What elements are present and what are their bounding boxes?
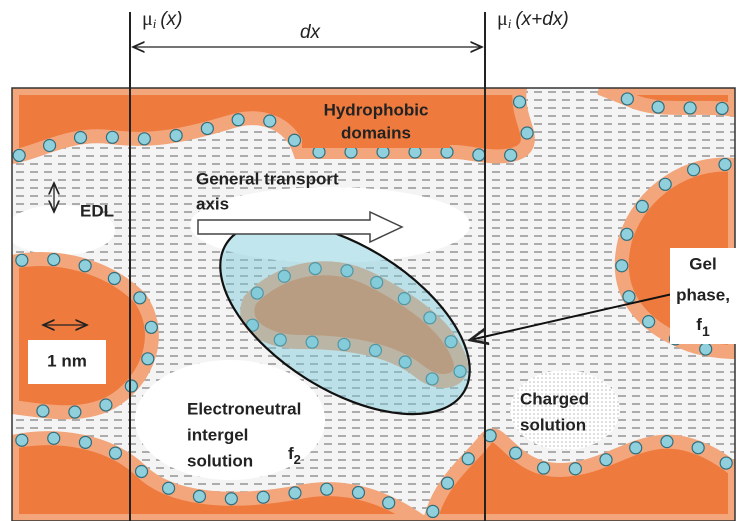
charge-bead xyxy=(621,93,633,105)
charge-bead xyxy=(48,254,60,266)
subscript: i xyxy=(508,16,512,31)
diagram: μi(x) μi(x+dx) dx Hydrophobic domains Ge… xyxy=(0,0,747,521)
gel-label: phase, xyxy=(676,285,730,304)
charge-bead xyxy=(257,491,269,503)
charge-bead xyxy=(108,272,120,284)
charge-bead xyxy=(100,399,112,411)
charge-bead xyxy=(659,178,671,190)
charge-bead xyxy=(264,115,276,127)
page: μi(x) μi(x+dx) dx Hydrophobic domains Ge… xyxy=(0,0,747,521)
charge-bead xyxy=(16,254,28,266)
charge-bead xyxy=(643,316,655,328)
charge-bead xyxy=(719,158,731,170)
charge-bead xyxy=(142,353,154,365)
subscript: i xyxy=(153,16,157,31)
charge-bead xyxy=(569,463,581,475)
argument: (x) xyxy=(160,9,182,30)
charge-bead xyxy=(44,140,56,152)
charged-label: solution xyxy=(520,415,586,434)
charge-bead xyxy=(720,457,732,469)
transport-label: axis xyxy=(196,194,229,213)
charge-bead xyxy=(716,102,728,114)
charge-bead xyxy=(321,483,333,495)
charge-bead xyxy=(623,291,635,303)
charge-bead xyxy=(163,482,175,494)
charge-bead xyxy=(473,149,485,161)
charged-label: Charged xyxy=(520,389,589,408)
charge-bead xyxy=(136,465,148,477)
charge-bead xyxy=(13,149,25,161)
symbol: μ xyxy=(142,8,153,30)
charge-bead xyxy=(462,453,474,465)
charged-region xyxy=(510,370,620,450)
charge-bead xyxy=(193,490,205,502)
symbol: μ xyxy=(497,8,508,30)
charge-bead xyxy=(652,101,664,113)
potential-label: μi(x+dx) xyxy=(497,8,569,31)
charge-bead xyxy=(510,447,522,459)
charge-bead xyxy=(521,127,533,139)
transport-label: General transport xyxy=(196,169,339,188)
charge-bead xyxy=(616,260,628,272)
charge-bead xyxy=(134,292,146,304)
charge-bead xyxy=(600,454,612,466)
charge-bead xyxy=(125,380,137,392)
charge-bead xyxy=(145,321,157,333)
charge-bead xyxy=(661,436,673,448)
potential-label: μi(x) xyxy=(142,8,183,31)
charge-bead xyxy=(106,131,118,143)
charge-bead xyxy=(289,487,301,499)
charge-bead xyxy=(383,497,395,509)
subscript: 2 xyxy=(294,452,301,467)
charge-bead xyxy=(700,343,712,355)
intergel-label: solution xyxy=(187,451,253,470)
subscript: 1 xyxy=(702,323,710,339)
charge-bead xyxy=(75,131,87,143)
charge-bead xyxy=(232,114,244,126)
charge-bead xyxy=(79,260,91,272)
charge-bead xyxy=(138,133,150,145)
intergel-label: intergel xyxy=(187,425,248,444)
charge-bead xyxy=(170,129,182,141)
charge-bead xyxy=(636,200,648,212)
charge-bead xyxy=(37,405,49,417)
charge-bead xyxy=(48,432,60,444)
intergel-label: Electroneutral xyxy=(187,399,301,418)
charge-bead xyxy=(109,447,121,459)
charge-bead xyxy=(688,164,700,176)
charge-bead xyxy=(225,493,237,505)
hydrophobic-label: Hydrophobic xyxy=(324,100,429,119)
charge-bead xyxy=(621,228,633,240)
charge-bead xyxy=(630,442,642,454)
charge-bead xyxy=(352,487,364,499)
scale-label: 1 nm xyxy=(47,351,87,370)
hydrophobic-label: domains xyxy=(341,123,411,142)
charge-bead xyxy=(514,96,526,108)
charge-bead xyxy=(692,442,704,454)
charge-bead xyxy=(288,134,300,146)
charge-bead xyxy=(684,102,696,114)
charge-bead xyxy=(69,406,81,418)
gel-label: Gel xyxy=(689,254,716,273)
charge-bead xyxy=(16,434,28,446)
charge-bead xyxy=(427,505,439,517)
interval-label: dx xyxy=(300,22,322,43)
charge-bead xyxy=(538,462,550,474)
edl-label: EDL xyxy=(80,201,114,220)
charge-bead xyxy=(79,436,91,448)
charge-bead xyxy=(442,477,454,489)
argument: (x+dx) xyxy=(515,9,568,30)
charge-bead xyxy=(505,149,517,161)
charge-bead xyxy=(201,122,213,134)
